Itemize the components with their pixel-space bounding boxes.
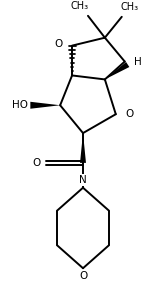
Text: O: O — [54, 39, 62, 49]
Text: O: O — [134, 55, 143, 64]
Text: O: O — [32, 158, 41, 168]
Text: O: O — [125, 109, 134, 119]
Text: N: N — [79, 175, 87, 185]
Polygon shape — [30, 102, 60, 109]
Polygon shape — [105, 62, 129, 80]
Text: CH₃: CH₃ — [121, 2, 139, 12]
Text: HO: HO — [12, 100, 28, 110]
Text: CH₃: CH₃ — [71, 1, 89, 11]
Text: H: H — [134, 56, 142, 67]
Polygon shape — [80, 133, 86, 163]
Text: O: O — [79, 271, 87, 281]
